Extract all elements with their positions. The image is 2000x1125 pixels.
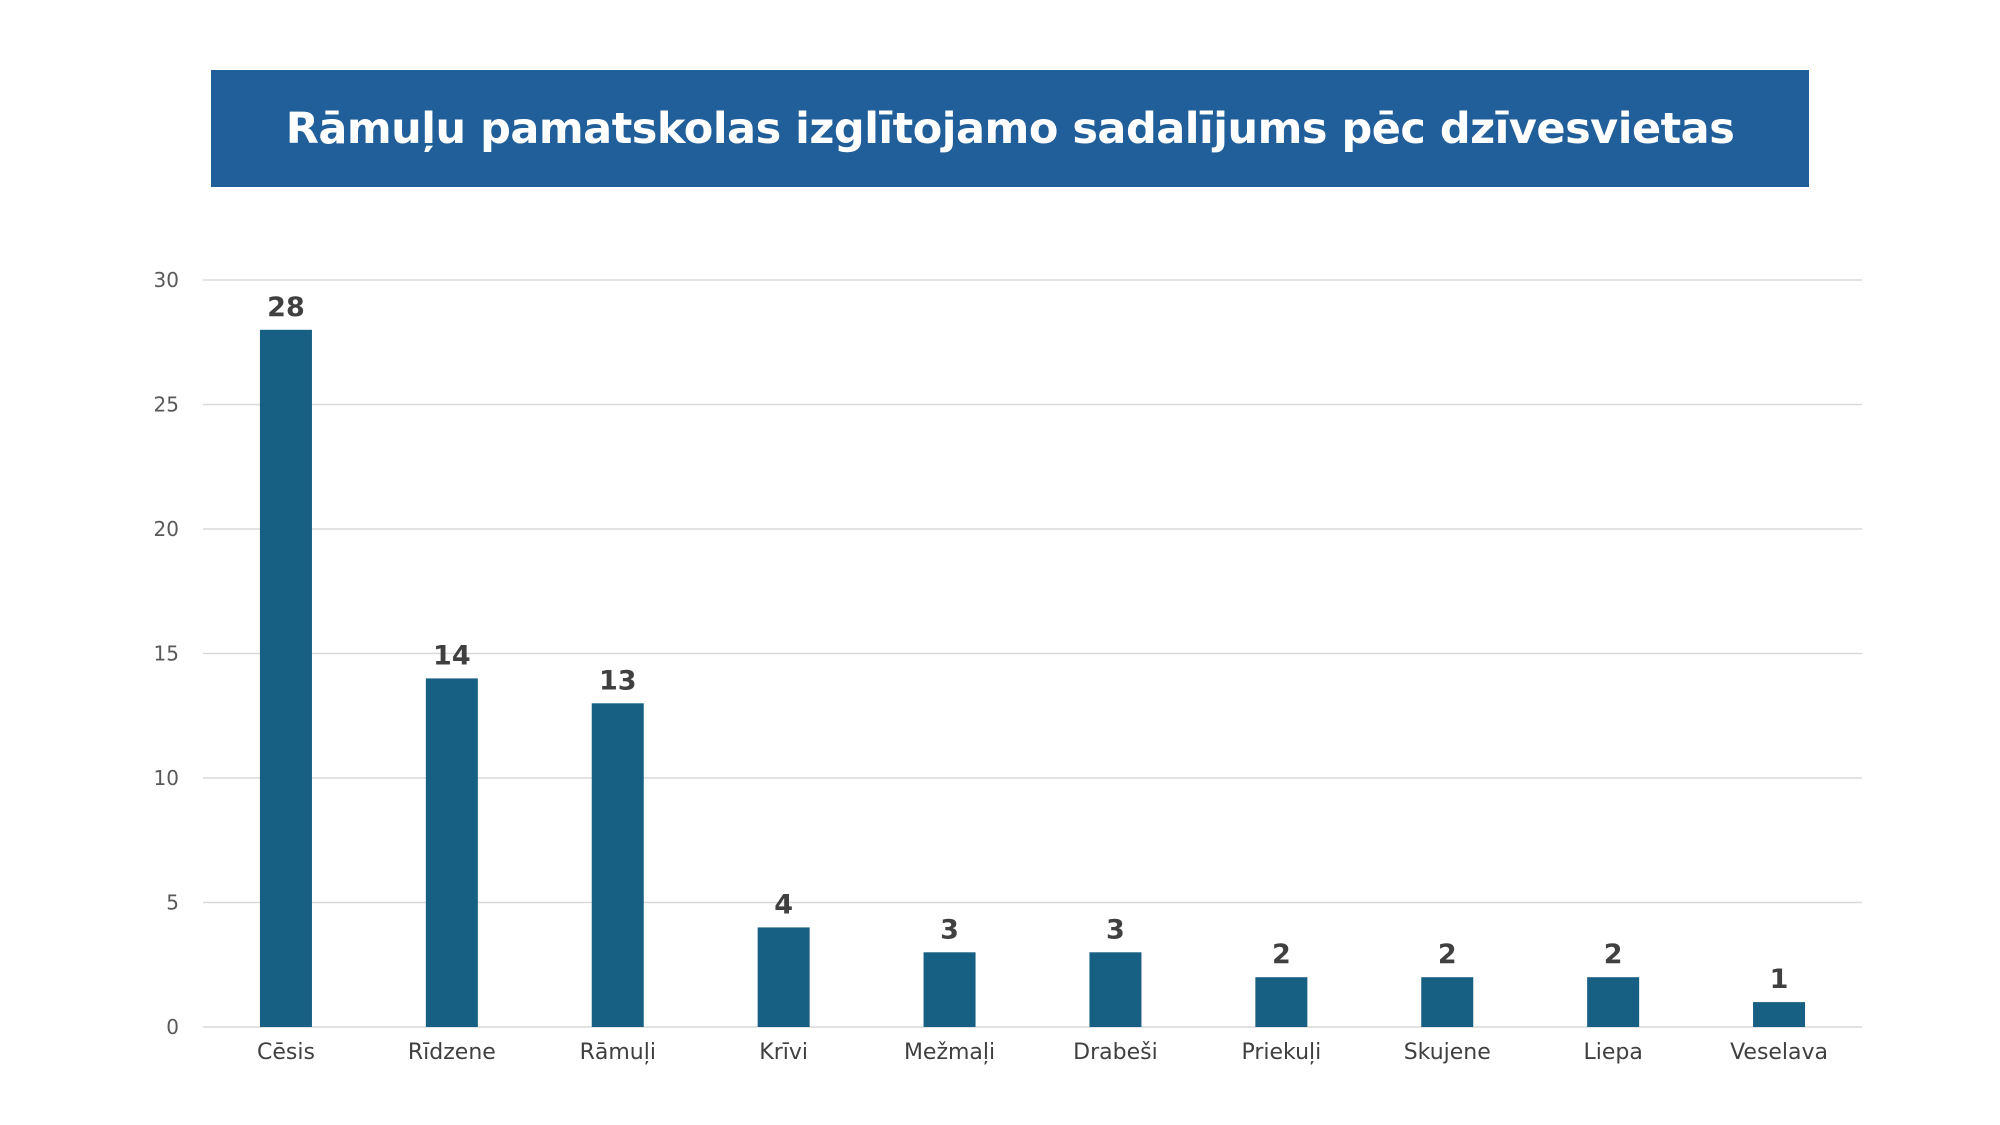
x-category-label: Skujene xyxy=(1404,1040,1491,1065)
data-label: 14 xyxy=(433,640,471,671)
bar xyxy=(259,329,312,1027)
data-label: 13 xyxy=(599,665,637,696)
data-label: 2 xyxy=(1438,939,1457,970)
data-label: 3 xyxy=(1106,914,1125,945)
bar xyxy=(1421,977,1474,1027)
x-axis-category-labels: Cēsis Rīdzene Rāmuļi Krīvi Mežmaļi Drabeši Pri… xyxy=(257,1040,1828,1065)
bars xyxy=(259,329,1806,1027)
bar xyxy=(1587,977,1640,1027)
x-category-label: Liepa xyxy=(1583,1040,1642,1065)
x-category-label: Mežmaļi xyxy=(904,1040,995,1065)
gridlines xyxy=(203,279,1862,1028)
chart-title-banner: Rāmuļu pamatskolas izglītojamo sadalījum… xyxy=(211,70,1809,187)
y-axis-tick-labels: 0 5 10 15 20 25 30 xyxy=(154,268,179,1039)
y-tick-label: 20 xyxy=(154,517,179,541)
y-tick-label: 15 xyxy=(154,642,179,666)
data-label: 4 xyxy=(774,889,793,920)
data-label: 1 xyxy=(1770,964,1789,995)
y-tick-label: 5 xyxy=(166,891,179,915)
y-tick-label: 25 xyxy=(154,393,179,417)
x-category-label: Rāmuļi xyxy=(580,1040,656,1065)
x-category-label: Rīdzene xyxy=(408,1040,496,1065)
x-category-label: Priekuļi xyxy=(1241,1040,1321,1065)
data-labels: 28 14 13 4 3 3 2 2 2 1 xyxy=(267,292,1788,995)
bar xyxy=(1255,977,1308,1027)
y-tick-label: 0 xyxy=(166,1015,179,1039)
x-category-label: Cēsis xyxy=(257,1040,315,1065)
data-label: 3 xyxy=(940,914,959,945)
chart-title: Rāmuļu pamatskolas izglītojamo sadalījum… xyxy=(285,103,1735,154)
y-tick-label: 30 xyxy=(154,268,179,292)
bar xyxy=(923,952,976,1027)
y-tick-label: 10 xyxy=(154,766,179,790)
x-category-label: Drabeši xyxy=(1073,1040,1158,1065)
bar xyxy=(757,927,810,1027)
x-category-label: Veselava xyxy=(1730,1040,1828,1065)
x-category-label: Krīvi xyxy=(759,1040,808,1065)
bar xyxy=(1089,952,1142,1027)
bar xyxy=(591,703,644,1027)
data-label: 28 xyxy=(267,292,305,323)
data-label: 2 xyxy=(1272,939,1291,970)
bar xyxy=(1753,1002,1806,1027)
bar xyxy=(425,678,478,1027)
data-label: 2 xyxy=(1604,939,1623,970)
